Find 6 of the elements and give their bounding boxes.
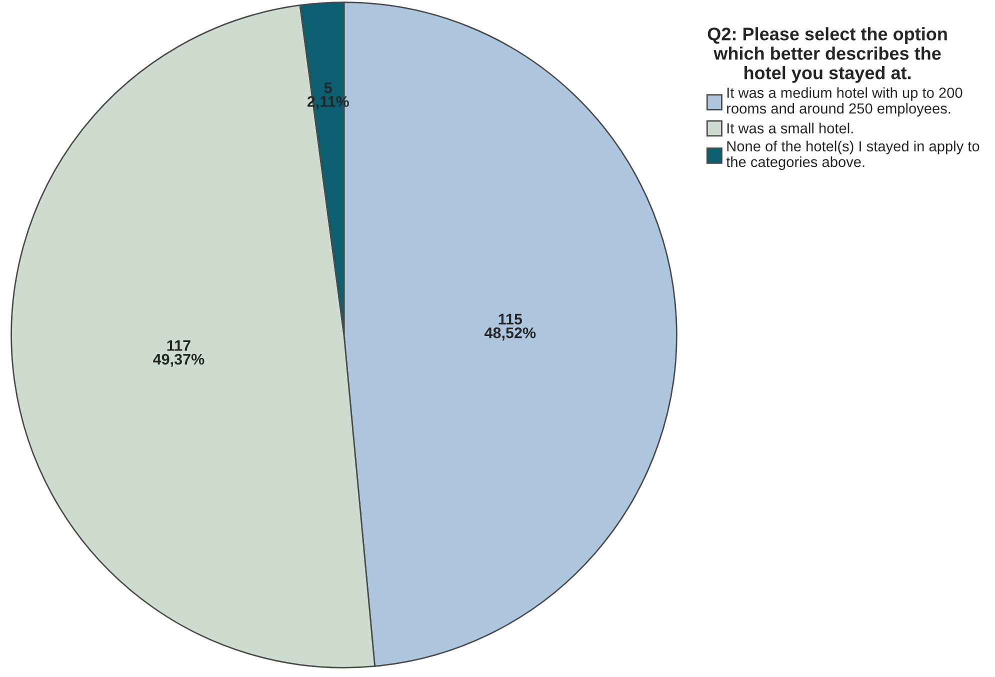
legend-label: It was a small hotel. <box>727 122 853 134</box>
data-label: 117 49,37% <box>153 340 204 367</box>
data-label: 115 48,52% <box>484 314 536 340</box>
legend-title: Q2: Please select the option which better describes the hotel you stayed at. <box>708 27 947 83</box>
legend-label: It was a medium hotel with up to 200 rooms and around 250 employees. <box>727 87 962 117</box>
legend-label: None of the hotel(s) I stayed in apply to the categories above. <box>726 140 980 170</box>
